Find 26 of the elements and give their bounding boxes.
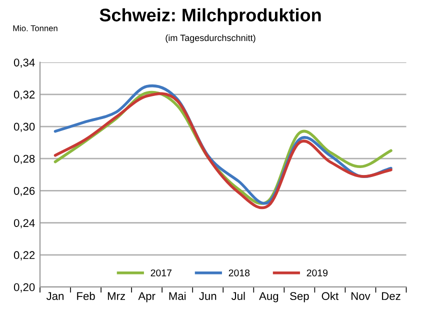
y-tick-label: 0,32	[14, 90, 35, 100]
x-tick-label: Sep	[290, 292, 309, 302]
y-axis-title: Mio. Tonnen	[13, 25, 58, 32]
x-tick-label: Okt	[322, 292, 339, 300]
x-tick-label: Aug	[259, 292, 278, 302]
x-tick-label: Feb	[77, 292, 95, 300]
x-tick-label: Mrz	[108, 292, 126, 300]
legend-label: 2019	[306, 269, 328, 276]
y-tick-label: 0,26	[14, 186, 35, 196]
legend-label: 2018	[228, 269, 250, 276]
x-tick-label: Mai	[169, 292, 186, 300]
y-tick-label: 0,30	[14, 122, 35, 132]
y-tick-label: 0,20	[14, 283, 35, 292]
x-tick-label: Dez	[382, 292, 400, 300]
x-tick-label: Jan	[46, 292, 64, 300]
y-tick-label: 0,22	[14, 251, 35, 260]
y-tick-label: 0,34	[14, 58, 35, 68]
x-tick-label: Nov	[352, 292, 370, 300]
chart-subtitle: (im Tagesdurchschnitt)	[166, 34, 256, 43]
x-tick-label: Apr	[138, 292, 156, 302]
legend-label: 2017	[150, 269, 172, 276]
x-tick-label: Jul	[231, 292, 245, 300]
chart-title: Schweiz: Milchproduktion	[100, 8, 321, 26]
y-tick-label: 0,28	[14, 154, 35, 164]
x-tick-label: Jun	[199, 292, 216, 300]
y-tick-label: 0,24	[14, 219, 35, 228]
